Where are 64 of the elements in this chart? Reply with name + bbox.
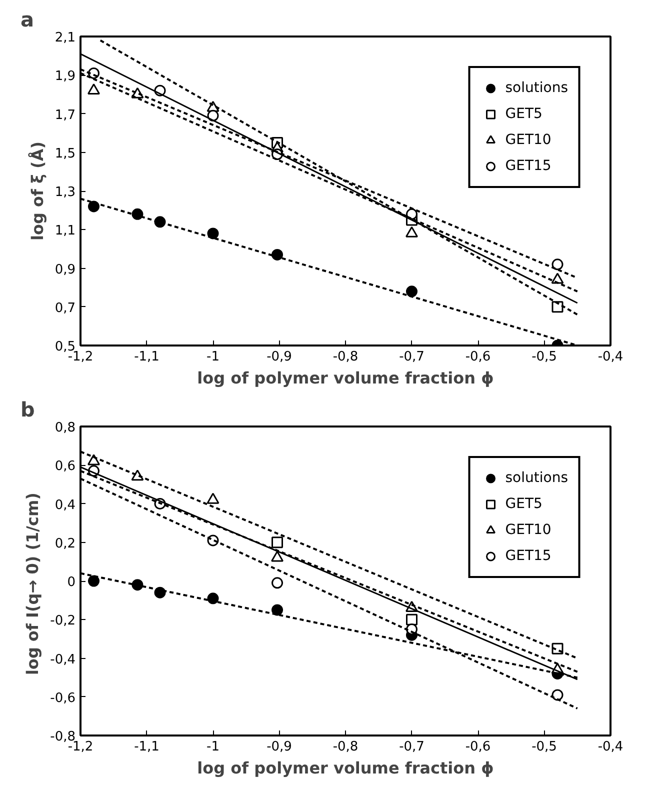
x-tick-label: -1 — [206, 740, 220, 754]
x-tick-label: -0,4 — [598, 350, 624, 364]
chart-title: b — [20, 398, 35, 422]
chart-title: a — [20, 8, 34, 32]
legend-label: GET15 — [505, 548, 552, 564]
legend-label: GET15 — [505, 158, 552, 174]
x-tick-label: -0,9 — [266, 740, 292, 754]
y-tick-label: 0 — [67, 575, 76, 590]
point — [132, 208, 144, 220]
point — [206, 492, 220, 504]
x-tick-label: -0,6 — [465, 740, 491, 754]
point — [552, 689, 564, 701]
x-tick-label: -0,4 — [598, 740, 624, 754]
point — [406, 614, 418, 626]
point — [271, 550, 284, 562]
legend-label: solutions — [505, 80, 568, 96]
x-tick-label: -1 — [206, 350, 220, 364]
x-tick-label: -0,5 — [532, 740, 557, 754]
y-tick-label: 1,3 — [54, 185, 76, 200]
y-tick-label: 1,9 — [54, 69, 76, 84]
x-tick-label: -0,9 — [266, 350, 292, 364]
point — [207, 592, 219, 604]
legend-label: GET10 — [505, 132, 552, 148]
point — [552, 301, 564, 313]
y-axis-title: log of ξ (Å) — [28, 141, 47, 241]
x-axis-title: log of polymer volume fraction ϕ — [197, 758, 494, 778]
point — [207, 228, 219, 240]
y-tick-label: 0,7 — [54, 300, 76, 316]
y-tick-label: 2,1 — [54, 30, 76, 46]
x-tick-label: -0,6 — [465, 350, 491, 364]
point — [552, 258, 564, 270]
point — [272, 577, 284, 589]
point — [406, 286, 418, 298]
y-tick-label: 1,7 — [54, 108, 76, 123]
point — [88, 83, 100, 94]
point — [272, 604, 284, 616]
x-tick-label: -0,7 — [399, 350, 424, 364]
x-tick-label: -1,1 — [134, 740, 160, 754]
x-tick-label: -0,8 — [332, 740, 358, 754]
y-tick-label: 0,6 — [54, 459, 76, 474]
y-tick-label: 0,9 — [54, 262, 76, 278]
y-tick-label: -0,4 — [50, 652, 76, 668]
x-tick-label: -0,5 — [532, 350, 557, 364]
x-tick-label: -0,7 — [399, 740, 424, 754]
y-tick-label: -0,2 — [50, 614, 76, 629]
legend-label: GET10 — [505, 522, 552, 538]
legend-label: GET5 — [505, 496, 542, 512]
point — [272, 536, 284, 548]
y-tick-label: -0,6 — [50, 690, 76, 706]
x-axis-title: log of polymer volume fraction ϕ — [197, 368, 494, 388]
y-tick-label: 1,5 — [54, 146, 76, 162]
y-tick-label: 0,2 — [54, 536, 76, 552]
legend-label: solutions — [505, 470, 568, 486]
y-tick-label: 1,1 — [54, 224, 76, 239]
point — [88, 200, 100, 212]
x-tick-label: -0,8 — [332, 350, 358, 364]
point — [88, 575, 100, 587]
y-tick-label: 0,4 — [54, 498, 76, 513]
x-tick-label: -1,1 — [134, 350, 160, 364]
legend-label: GET5 — [505, 106, 542, 122]
point — [132, 579, 144, 591]
y-axis-title: log of I(q→ 0) (1/cm) — [23, 492, 42, 676]
y-tick-label: 0,8 — [54, 420, 76, 436]
point — [272, 248, 284, 260]
